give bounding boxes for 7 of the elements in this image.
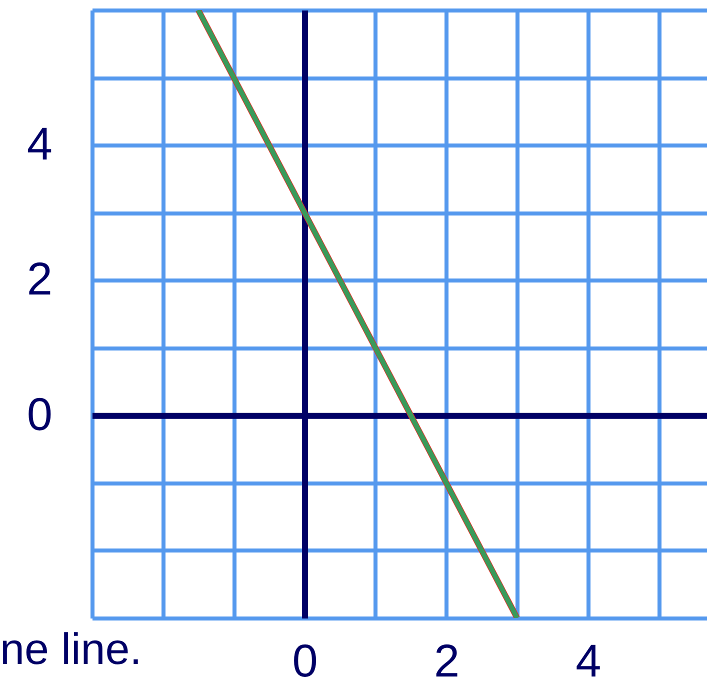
x-tick-label: 0 — [292, 634, 318, 686]
y-tick-label: 0 — [26, 388, 52, 440]
x-tick-label: 4 — [576, 634, 602, 686]
text: ne line. — [0, 625, 142, 675]
y-tick-label: 2 — [26, 252, 52, 305]
y-tick-label: 4 — [26, 118, 52, 170]
x-tick-label: 2 — [434, 634, 460, 686]
